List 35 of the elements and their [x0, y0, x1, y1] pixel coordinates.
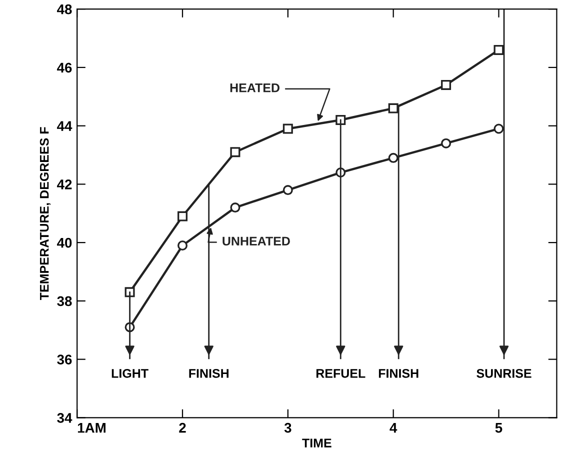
series-label: UNHEATED — [222, 236, 290, 246]
point — [282, 185, 293, 196]
y-tick-label: 44 — [56, 121, 72, 131]
text: HEATED — [230, 84, 280, 92]
point — [230, 202, 240, 213]
y-axis-title: TEMPERATURE, DEGREES F — [40, 127, 51, 300]
ref-line-label: REFUEL — [316, 369, 366, 378]
ref-line-label: FINISH — [378, 368, 418, 378]
point — [230, 147, 240, 158]
x-tick-label: 1AM — [78, 423, 106, 433]
y-tick-label: 36 — [57, 354, 72, 364]
point — [441, 80, 452, 90]
point — [494, 124, 504, 134]
y-tick-label: 48 — [56, 4, 72, 14]
point — [282, 124, 293, 134]
x-tick-label: 2 — [179, 422, 186, 433]
point — [336, 114, 346, 125]
point — [178, 211, 188, 222]
point — [178, 240, 188, 250]
point — [494, 44, 504, 55]
y-tick-label: 38 — [57, 296, 72, 306]
ref-line-label: SUNRISE — [476, 368, 532, 378]
ref-line-label: LIGHT — [112, 368, 148, 378]
x-tick-label: 5 — [495, 423, 502, 433]
point — [388, 103, 398, 114]
x-axis-title: TIME — [302, 438, 332, 448]
point — [388, 152, 398, 163]
x-tick-label: 4 — [390, 423, 398, 433]
y-tick-label: 40 — [56, 238, 72, 248]
x-tick-label: 3 — [284, 422, 292, 433]
ref-line-label: FINISH — [189, 368, 228, 378]
y-tick-label: 46 — [56, 62, 72, 73]
y-tick-label: 42 — [56, 180, 72, 190]
y-tick-label: 34 — [57, 413, 72, 423]
point — [441, 138, 452, 148]
